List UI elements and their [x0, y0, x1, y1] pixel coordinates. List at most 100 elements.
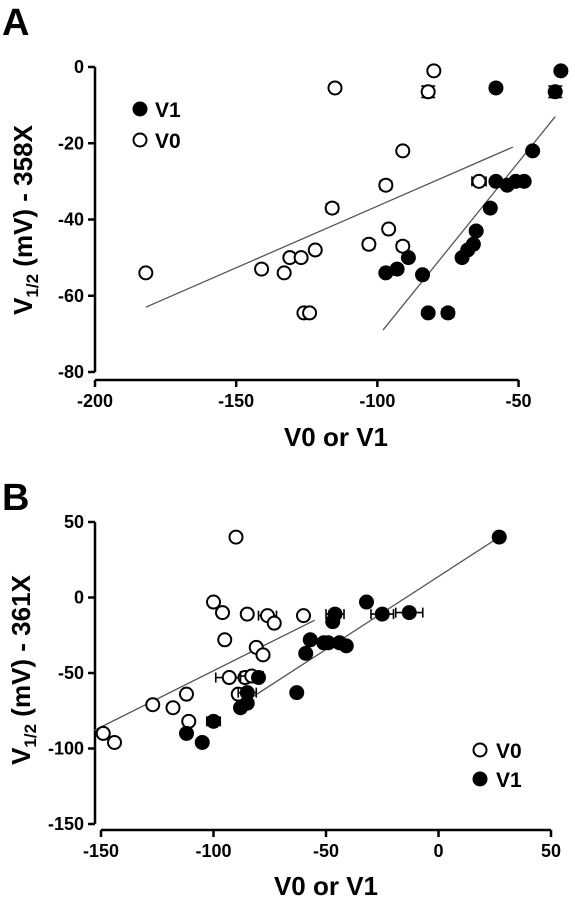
data-point-a-v1 [400, 250, 416, 266]
data-point-a-v0 [381, 221, 397, 237]
data-point-b-v1 [194, 734, 210, 750]
x-tick-label-b: -50 [313, 841, 339, 861]
data-point-a-v0 [471, 173, 487, 189]
data-point-a-v0 [378, 177, 394, 193]
data-point-a-v0 [395, 143, 411, 159]
legend-a-v1-label: V1 [155, 99, 181, 122]
x-tick-label-a: -200 [77, 391, 113, 411]
x-tick-label-b: 50 [541, 841, 561, 861]
data-point-a-v0 [276, 265, 292, 281]
data-point-a-v1 [465, 236, 481, 252]
y-tick-label-a: -40 [58, 210, 84, 230]
x-tick-label-a: -50 [506, 391, 532, 411]
data-point-a-v0 [395, 238, 411, 254]
x-tick-label-b: 0 [433, 841, 443, 861]
x-tick-label-b: -100 [195, 841, 231, 861]
legend-a: V1 V0 [132, 99, 181, 153]
data-point-a-v0 [138, 265, 154, 281]
y-axis-title-b-rest: (mV) - 361X [6, 574, 36, 723]
data-point-b-v1 [289, 685, 305, 701]
data-point-a-v1 [440, 305, 456, 321]
y-axis-title-a-sub: 1/2 [23, 274, 42, 298]
data-point-a-v1 [488, 80, 504, 96]
data-point-b-v1 [206, 713, 221, 729]
data-point-a-v0 [293, 250, 309, 266]
data-point-a-v0 [420, 84, 436, 100]
data-point-b-v0 [215, 605, 230, 621]
legend-b-v0-label: V0 [496, 740, 522, 763]
data-point-b-v0 [228, 529, 244, 545]
legend-b-v1-label: V1 [496, 769, 522, 792]
y-axis-title-a: V1/2 (mV) - 358X [8, 124, 42, 314]
data-point-a-v1 [553, 63, 569, 79]
y-tick-label-b: 0 [74, 588, 84, 608]
panel-a: A 0-20-40-60-80-200 -150 -100 -50 V0 or V1 … [2, 2, 569, 452]
y-tick-label-b: -100 [48, 739, 84, 759]
legend-b-v1-marker [472, 771, 488, 787]
data-point-a-v1 [547, 84, 563, 100]
data-point-b-v0 [107, 734, 122, 750]
y-axis-title-b: V1/2 (mV) - 361X [6, 574, 40, 764]
x-tick-label-a: -150 [218, 391, 254, 411]
data-point-b-v0 [206, 594, 221, 610]
panel-label-b: B [2, 477, 29, 519]
fit-line-b-v1 [235, 536, 500, 709]
y-axis-title-b-main: V [6, 747, 36, 765]
data-point-a-v0 [302, 305, 318, 321]
data-point-b-v0 [165, 700, 181, 716]
legend-a-v0-label: V0 [155, 130, 181, 153]
data-point-b-v0 [266, 615, 282, 631]
data-point-b-v1 [302, 632, 318, 648]
data-point-a-v0 [426, 63, 442, 79]
data-point-a-v1 [516, 173, 532, 189]
data-point-b-v1 [359, 594, 374, 610]
y-tick-label-a: -20 [58, 133, 84, 153]
y-tick-label-b: 50 [64, 512, 84, 532]
data-point-b-v1 [239, 685, 255, 701]
panel-b: B 500-50-100-150-150 -100 -50 0 50 V0 or V1 … [2, 477, 561, 899]
y-tick-label-b: -150 [48, 814, 84, 834]
data-point-b-v1 [298, 645, 314, 661]
data-point-a-v1 [482, 200, 498, 216]
data-point-b-v1 [338, 638, 354, 654]
y-axis-title-a-main: V [8, 297, 38, 315]
data-point-b-v1 [251, 670, 266, 686]
x-axis-title-b: V0 or V1 [274, 871, 378, 899]
y-tick-label-b: -50 [58, 663, 84, 683]
data-point-a-v0 [324, 200, 340, 216]
plot-area-a: 0 -20 -40 -60 -80 -200 -150 -100 -50 [58, 57, 569, 411]
data-point-b-v1 [374, 606, 390, 622]
data-point-a-v1 [420, 305, 436, 321]
x-axis-title-a: V0 or V1 [284, 422, 388, 452]
data-point-b-v0 [217, 632, 233, 648]
data-point-a-v1 [468, 223, 484, 239]
data-point-b-v1 [179, 725, 194, 741]
data-point-b-v0 [221, 670, 237, 686]
fit-line-b-v0 [93, 619, 316, 731]
y-tick-label-a: 0 [74, 57, 84, 77]
legend-a-v0-marker [132, 132, 148, 148]
x-tick-label-b: -150 [83, 841, 119, 861]
data-point-a-v0 [361, 236, 377, 252]
data-point-a-v1 [415, 267, 431, 283]
y-axis-title-a-rest: (mV) - 358X [8, 124, 38, 273]
y-tick-label-a: -60 [58, 286, 84, 306]
data-point-b-v1 [401, 605, 417, 621]
data-point-b-v0 [296, 608, 311, 624]
data-point-b-v0 [255, 647, 271, 663]
data-point-a-v0 [254, 261, 270, 277]
data-point-b-v1 [327, 606, 343, 622]
panel-label-a: A [2, 2, 29, 44]
data-point-b-v1 [491, 529, 507, 545]
y-tick-label-a: -80 [58, 362, 84, 382]
fit-line-a-v0 [145, 146, 514, 308]
legend-b: V0 V1 [472, 740, 522, 792]
plot-area-b: 50 0 -50 -100 -150 -150 -100 -50 0 50 [48, 512, 561, 861]
data-point-a-v1 [525, 143, 541, 159]
data-point-b-v0 [179, 686, 194, 702]
data-point-a-v0 [307, 242, 323, 258]
data-point-b-v0 [95, 725, 111, 741]
data-point-a-v0 [327, 80, 343, 96]
data-point-a-v1 [389, 261, 405, 277]
